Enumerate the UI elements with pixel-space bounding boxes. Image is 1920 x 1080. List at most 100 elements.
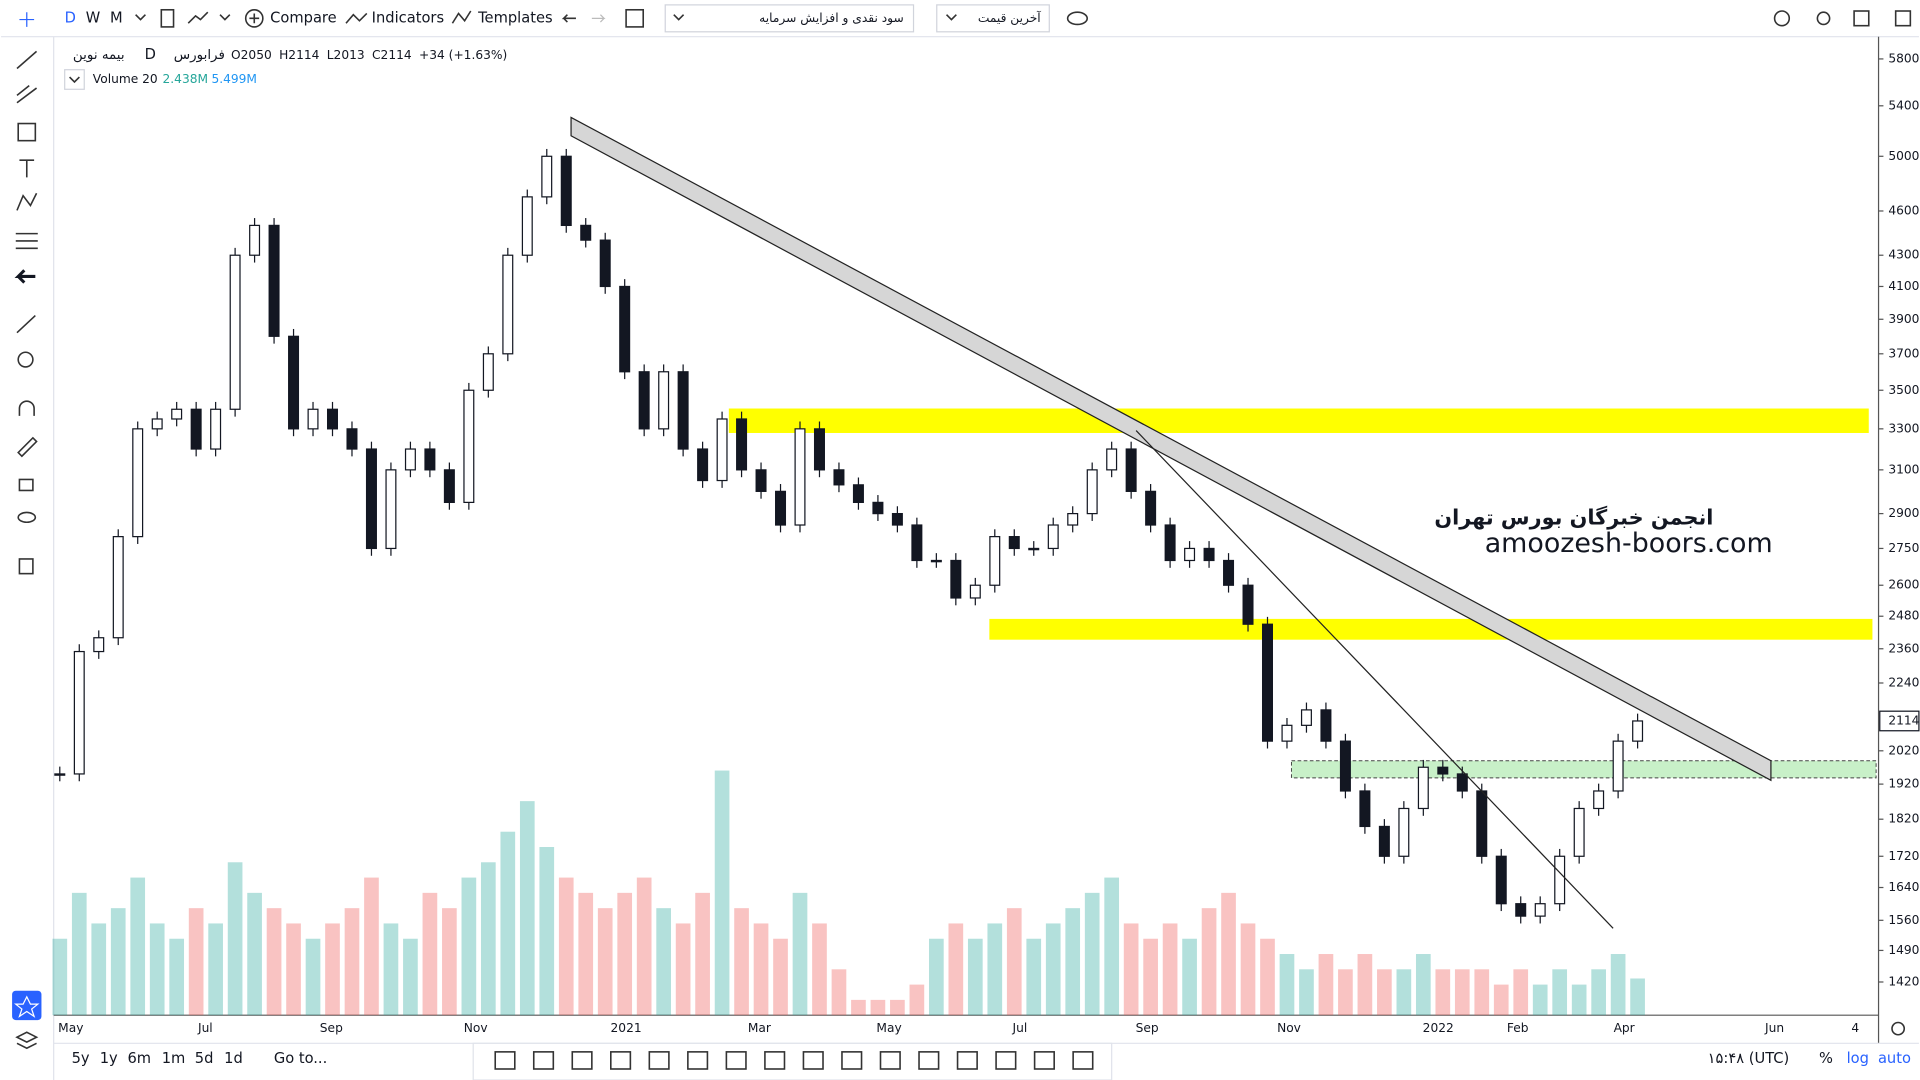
drawing-tool-button[interactable] (687, 1051, 709, 1070)
compare-plus (249, 13, 260, 24)
indicators-button[interactable]: Indicators (372, 9, 444, 26)
candle-body (1378, 825, 1390, 857)
back-tool[interactable] (14, 269, 36, 284)
x-tick-label: Sep (1136, 1021, 1159, 1035)
volume-bar (851, 999, 866, 1016)
volume-bar (344, 908, 360, 1016)
drawing-tool-button[interactable] (995, 1051, 1017, 1070)
goto-button[interactable]: Go to... (274, 1050, 327, 1067)
dividend-select[interactable] (664, 4, 915, 33)
drawing-tool-button[interactable] (648, 1051, 670, 1070)
drawing-tool-button[interactable] (571, 1051, 593, 1070)
volume-bar (500, 831, 516, 1016)
candle-body (288, 335, 300, 430)
candle-body (1398, 807, 1410, 857)
volume-bar (519, 801, 535, 1016)
range-button[interactable]: 5y (72, 1050, 90, 1067)
prediction-tool[interactable] (15, 232, 38, 250)
settings-icon[interactable] (1773, 10, 1791, 27)
drawing-tool-button[interactable] (956, 1051, 978, 1070)
drawing-tool-button[interactable] (532, 1051, 555, 1070)
scale-option[interactable]: log (1847, 1050, 1869, 1067)
ruler-tool[interactable] (16, 314, 36, 334)
y-tick-label: 5400 (1888, 98, 1919, 112)
line-style-icon[interactable] (187, 11, 209, 24)
scale-option[interactable]: % (1819, 1050, 1833, 1067)
hide-tool[interactable] (17, 511, 37, 524)
range-button[interactable]: 1d (224, 1050, 243, 1067)
text-tool[interactable] (19, 159, 35, 178)
settings-icon[interactable] (1891, 1021, 1906, 1036)
scale-option[interactable]: auto (1878, 1050, 1911, 1067)
candle-body (638, 371, 650, 430)
candle-body (365, 448, 377, 550)
candle-body (1612, 740, 1624, 792)
indicators-icon[interactable] (345, 12, 368, 24)
volume-label: Volume 20 (93, 72, 158, 86)
templates-icon[interactable] (451, 10, 472, 24)
volume-bar (1279, 954, 1295, 1016)
y-tick-label: 2240 (1888, 675, 1919, 689)
drawing-tool-button[interactable] (841, 1051, 863, 1070)
volume-bar (1201, 908, 1217, 1016)
watermark-url: amoozesh-boors.com (1485, 528, 1773, 559)
pattern-tool[interactable] (16, 192, 38, 211)
drawing-tool-button[interactable] (610, 1051, 632, 1070)
x-tick-label: 2021 (611, 1021, 642, 1035)
share-icon[interactable] (1816, 11, 1831, 26)
volume-bar (539, 846, 555, 1016)
legend-toggle[interactable] (64, 69, 85, 90)
draw-mode-tool[interactable] (17, 436, 38, 458)
zoom-tool[interactable] (17, 351, 34, 368)
crosshair-tool[interactable] (19, 12, 35, 27)
drawing-tool-button[interactable] (918, 1051, 940, 1070)
redo-icon[interactable] (591, 14, 606, 23)
magnet-tool[interactable] (18, 400, 35, 416)
price-select[interactable] (936, 4, 1050, 33)
candle-body (521, 196, 533, 256)
interval-button[interactable]: W (86, 9, 101, 26)
candle-body (73, 650, 85, 775)
compare-icon[interactable] (244, 8, 264, 28)
drawing-tool-button[interactable] (764, 1051, 786, 1070)
candle-body (619, 285, 631, 373)
range-button[interactable]: 1y (100, 1050, 118, 1067)
ohlc-value: 2114 (381, 48, 412, 62)
x-tick-label: Sep (320, 1021, 343, 1035)
range-button[interactable]: 6m (127, 1050, 151, 1067)
dropdown-icon[interactable] (135, 14, 146, 21)
range-button[interactable]: 5d (195, 1050, 214, 1067)
templates-button[interactable]: Templates (477, 9, 553, 26)
fullscreen-icon[interactable] (625, 8, 645, 28)
visibility-icon[interactable] (1066, 11, 1088, 26)
shape-tool[interactable] (17, 122, 37, 142)
drawing-tool-button[interactable] (802, 1051, 824, 1070)
drawing-tool-button[interactable] (1072, 1051, 1094, 1070)
delete-tool[interactable] (18, 558, 34, 575)
y-tick-label: 3700 (1888, 346, 1919, 360)
fib-tool[interactable] (16, 84, 38, 104)
drawing-tool-button[interactable] (494, 1051, 516, 1070)
interval-button[interactable]: D (65, 9, 76, 26)
favorites-button[interactable] (12, 990, 42, 1021)
star-icon (14, 995, 40, 1018)
dropdown-icon[interactable] (219, 14, 231, 21)
line-tool[interactable] (16, 50, 38, 70)
drawing-tool-button[interactable] (879, 1051, 901, 1070)
drawing-tool-button[interactable] (1033, 1051, 1055, 1070)
lock-tool[interactable] (18, 478, 34, 492)
range-button[interactable]: 1m (162, 1050, 186, 1067)
panel-icon[interactable] (1894, 10, 1912, 27)
drawing-tool-button[interactable] (725, 1051, 747, 1070)
undo-icon[interactable] (561, 14, 576, 23)
volume-bar (227, 862, 243, 1016)
compare-button[interactable]: Compare (270, 9, 336, 26)
volume-bar (1454, 969, 1470, 1016)
layers-icon[interactable] (15, 1031, 39, 1050)
volume-bar (597, 908, 613, 1016)
legend: فرابورس D بیمه نوین O2050 H2114 L2013 C2114… (64, 46, 507, 90)
snapshot-icon[interactable] (1853, 10, 1870, 27)
candle-body (404, 448, 416, 471)
interval-button[interactable]: M (110, 9, 123, 26)
bar-style-icon[interactable] (160, 8, 175, 28)
